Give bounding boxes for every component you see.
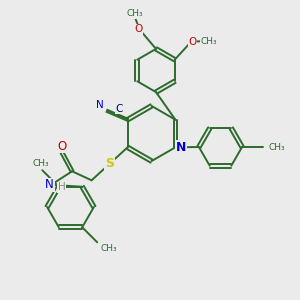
Text: N: N [45, 178, 54, 191]
Text: H: H [58, 182, 65, 192]
Text: N: N [176, 141, 186, 154]
Text: O: O [189, 37, 197, 47]
Text: S: S [105, 157, 114, 170]
Text: CH₃: CH₃ [101, 244, 118, 253]
Text: CH₃: CH₃ [268, 142, 285, 152]
Text: CH₃: CH₃ [127, 9, 143, 18]
Text: CH₃: CH₃ [32, 159, 49, 168]
Text: O: O [57, 140, 66, 153]
Text: N: N [95, 100, 103, 110]
Text: CH₃: CH₃ [201, 37, 217, 46]
Text: C: C [115, 104, 122, 114]
Text: O: O [134, 24, 142, 34]
